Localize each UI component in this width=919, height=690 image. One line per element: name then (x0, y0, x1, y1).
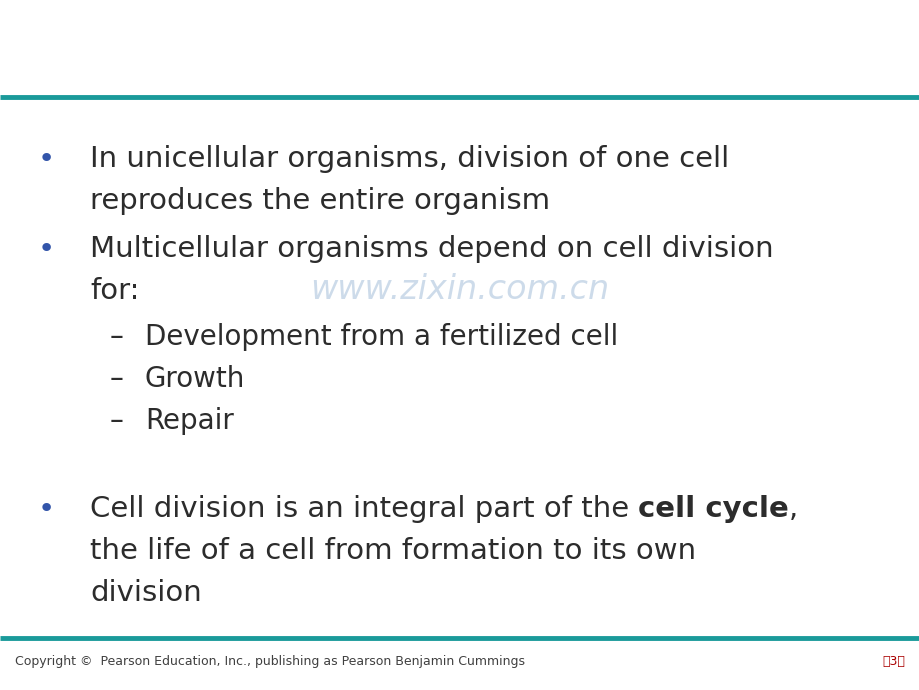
Text: •: • (38, 495, 55, 523)
Text: –: – (110, 365, 124, 393)
Text: –: – (110, 407, 124, 435)
Text: reproduces the entire organism: reproduces the entire organism (90, 187, 550, 215)
Text: Multicellular organisms depend on cell division: Multicellular organisms depend on cell d… (90, 235, 773, 263)
Text: Development from a fertilized cell: Development from a fertilized cell (145, 323, 618, 351)
Text: –: – (110, 323, 124, 351)
Text: 第3页: 第3页 (881, 655, 904, 668)
Text: Repair: Repair (145, 407, 233, 435)
Text: Cell division is an integral part of the: Cell division is an integral part of the (90, 495, 638, 523)
Text: •: • (38, 145, 55, 173)
Text: ,: , (789, 495, 798, 523)
Text: the life of a cell from formation to its own: the life of a cell from formation to its… (90, 537, 696, 565)
Text: Copyright ©  Pearson Education, Inc., publishing as Pearson Benjamin Cummings: Copyright © Pearson Education, Inc., pub… (15, 655, 525, 668)
Text: cell cycle: cell cycle (638, 495, 789, 523)
Text: division: division (90, 579, 201, 607)
Text: for:: for: (90, 277, 139, 305)
Text: Growth: Growth (145, 365, 245, 393)
Text: www.zixin.com.cn: www.zixin.com.cn (310, 273, 609, 306)
Text: •: • (38, 235, 55, 263)
Text: In unicellular organisms, division of one cell: In unicellular organisms, division of on… (90, 145, 729, 173)
